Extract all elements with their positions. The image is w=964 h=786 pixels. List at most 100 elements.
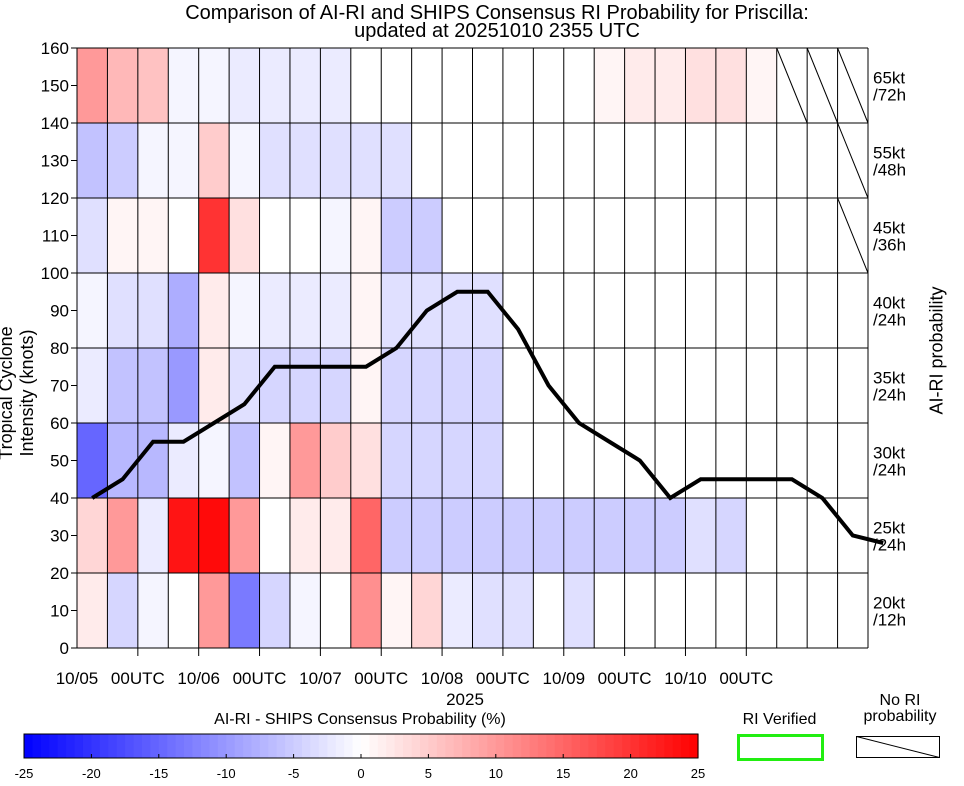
colorbar-swatch [639,734,649,758]
colorbar-swatch [82,734,92,758]
heatmap-cell [746,573,777,648]
heatmap-cell [715,123,747,198]
x-tick-label: 10/10 [664,669,707,688]
row-label-threshold: 45kt [873,219,905,238]
row-label-period: /24h [873,536,906,555]
heatmap-cell [168,273,199,348]
y-tick-label: 70 [50,377,69,396]
colorbar-swatch [133,734,143,758]
heatmap-cell [746,48,777,123]
colorbar-tick-label: 0 [357,766,364,781]
heatmap-cell [77,498,108,573]
colorbar-swatch [32,734,42,758]
no-ri-probability-legend-box [856,736,940,758]
heatmap-cell [502,48,534,123]
heatmap-cell [107,273,138,348]
heatmap-cell [381,198,412,273]
heatmap-cell [685,273,716,348]
chart-subtitle: updated at 20251010 2355 UTC [354,20,640,42]
heatmap-cell [411,498,443,573]
colorbar-swatch [605,734,615,758]
grid-lines [76,47,869,649]
heatmap-cell [107,573,138,648]
heatmap-cell [502,123,534,198]
heatmap-cell [411,423,443,498]
heatmap-cell [259,123,290,198]
heatmap-cell [77,273,108,348]
no-ri-probability-label: No RI probability [850,693,950,725]
heatmap-cell [776,348,808,423]
heatmap-cell [655,273,686,348]
heatmap-cell [442,198,473,273]
heatmap-cell [350,48,382,123]
heatmap-cell [502,273,534,348]
y-tick-label: 90 [50,302,69,321]
heatmap-cell [411,198,443,273]
heatmap-cell [685,348,716,423]
heatmap-cell [198,348,230,423]
row-label-period: /48h [873,161,906,180]
heatmap-cell [563,198,595,273]
colorbar-swatch [394,734,404,758]
heatmap-cell [746,423,777,498]
heatmap-cell [776,123,808,198]
colorbar-swatch [445,734,455,758]
heatmap-cell [594,348,625,423]
colorbar-swatch [141,734,151,758]
colorbar-swatch [125,734,135,758]
no-ri-probability-diagonal [837,197,869,274]
heatmap-cell [168,348,199,423]
row-label-period: /12h [873,611,906,630]
heatmap-cell [289,198,321,273]
x-tick-label: 00UTC [354,669,408,688]
heatmap-cell [715,573,747,648]
heatmap-cell [624,198,656,273]
heatmap-cell [381,498,412,573]
no-ri-probability-diagonal [837,122,869,199]
colorbar-swatch [580,734,590,758]
row-label-threshold: 65kt [873,69,905,88]
heatmap-cell [655,498,686,573]
row-label-period: /36h [873,236,906,255]
x-tick-label: 00UTC [233,669,287,688]
heatmap-cell [168,573,199,648]
y-tick-label: 100 [41,264,69,283]
colorbar-swatch [209,734,219,758]
colorbar-swatch [377,734,387,758]
heatmap-cell [259,423,290,498]
colorbar-swatch [487,734,497,758]
heatmap-cell [807,123,838,198]
colorbar-swatch [419,734,429,758]
heatmap-cell [624,273,656,348]
heatmap-cell [289,273,321,348]
heatmap-cell [715,348,747,423]
heatmap-cell [655,348,686,423]
heatmap-cell [198,573,230,648]
heatmap-cell [320,348,351,423]
heatmap-cell [746,123,777,198]
y-tick-label: 150 [41,77,69,96]
colorbar-swatch [24,734,34,758]
row-label-threshold: 20kt [873,594,905,613]
x-tick-label: 00UTC [476,669,530,688]
colorbar-swatch [563,734,573,758]
colorbar-swatch [158,734,168,758]
colorbar-swatch [655,734,665,758]
heatmap-cell [229,123,260,198]
x-axis-year-label: 2025 [446,690,484,709]
row-label-threshold: 35kt [873,369,905,388]
heatmap-cell [107,348,138,423]
heatmap-cell [807,273,838,348]
heatmap-cell [502,348,534,423]
colorbar-swatch [217,734,227,758]
colorbar-swatch [504,734,514,758]
heatmap-cell [594,198,625,273]
heatmap-cell [502,198,534,273]
heatmap-cell [229,273,260,348]
colorbar-swatch [571,734,581,758]
heatmap-cell [137,273,169,348]
heatmap-cell [472,348,503,423]
heatmap-cell [411,573,443,648]
heatmap-cell [350,273,382,348]
heatmap-cell [594,498,625,573]
